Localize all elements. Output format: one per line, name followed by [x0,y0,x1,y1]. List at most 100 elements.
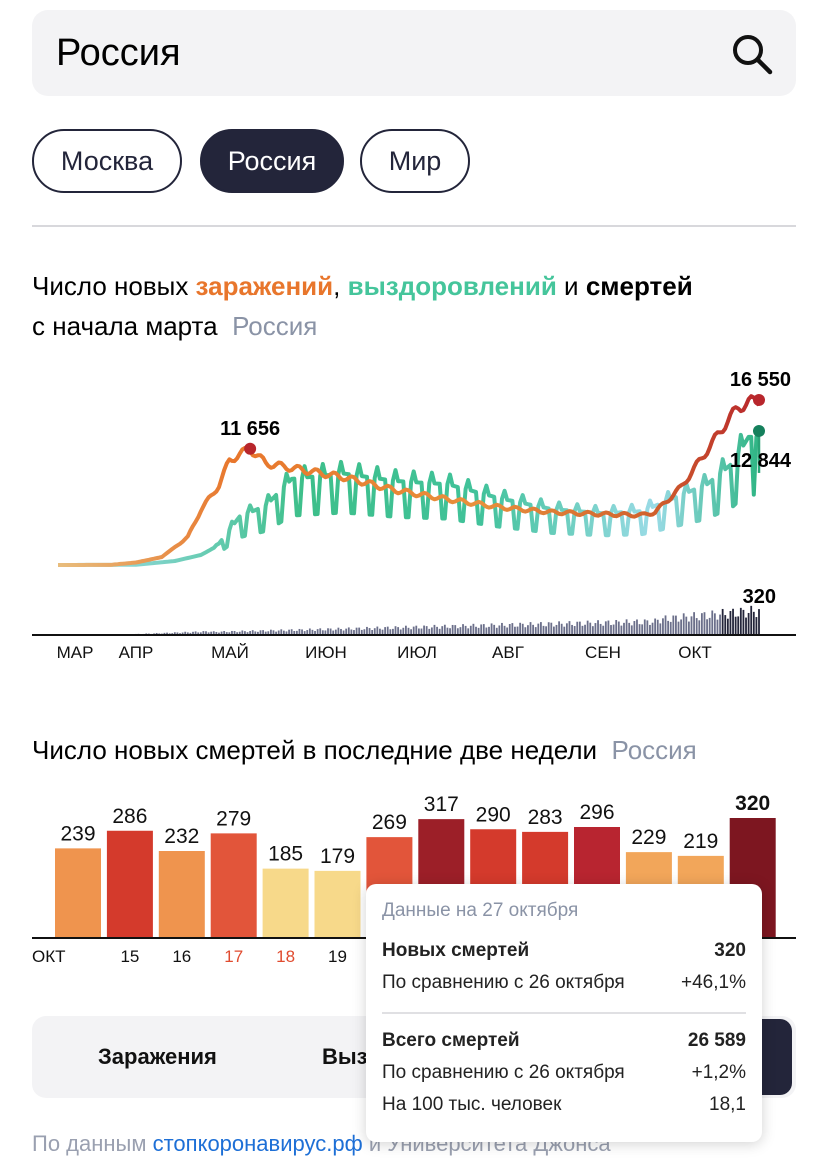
death-bar[interactable] [262,868,309,938]
death-bar [267,631,270,635]
recoveries-last-label: 12 844 [730,450,792,472]
cases-line-chart[interactable]: МАР АПР МАЙ ИЮН ИЮЛ АВГ СЕН ОКТ 11 656 16 550 1… [0,360,828,680]
death-bar [506,627,509,635]
death-bar [477,627,480,635]
x-tick-label: МАР [57,643,94,662]
death-bar [540,622,542,635]
death-bar [428,628,431,635]
death-bar [602,625,605,635]
death-bar [332,630,335,635]
death-bar [726,618,729,635]
death-bar [321,630,324,635]
death-bar [340,628,342,635]
death-bar [381,629,384,635]
x-tick-label: 15 [120,947,139,966]
death-bar[interactable] [314,870,361,938]
tab-moscow[interactable]: Москва [32,129,182,193]
death-bar [565,623,568,635]
death-bar [290,629,293,635]
x-tick-label: МАЙ [211,643,249,662]
tooltip-total: Всего смертей 26 589 [382,1030,746,1052]
x-tick-label: СЕН [585,643,621,662]
death-bar [430,627,433,635]
new-deaths-value: 320 [714,940,746,961]
death-bar [568,621,571,635]
death-bar[interactable] [106,830,153,938]
tab-infections[interactable]: Заражения [98,1044,217,1069]
death-bar [246,632,249,635]
death-bar [277,630,280,635]
death-bar [360,629,363,635]
death-bar [472,623,475,635]
death-bar [394,626,397,635]
death-bar [721,608,724,635]
tab-russia[interactable]: Россия [200,129,344,193]
death-bar [181,632,184,635]
death-bar [693,612,695,635]
death-bar[interactable] [55,848,101,938]
chart2-title-text: Число новых смертей в последние две неде… [32,735,598,765]
chart1-subtitle: с начала марта Россия [32,306,317,346]
death-bar [163,632,166,635]
death-bar [329,628,332,635]
tab-recoveries[interactable]: Выз [322,1044,368,1069]
death-bar [355,627,358,635]
death-bar [527,625,529,635]
death-bar [563,626,566,635]
death-bar [389,629,392,635]
death-bar [508,624,511,635]
recoveries-line [58,432,759,567]
death-bar [186,632,189,635]
death-bar[interactable] [210,833,257,938]
source-link[interactable]: стопкоронавирус.рф [152,1131,363,1156]
death-bar [397,627,400,635]
title-comma: , [333,271,348,301]
death-bar [301,629,303,635]
bar-value-label: 179 [320,845,355,868]
death-bar [319,628,322,635]
bar-value-label: 320 [735,792,770,815]
death-bar [503,625,506,635]
death-bar [745,617,747,635]
death-bar [407,627,410,635]
death-bar [311,629,314,635]
search-icon[interactable] [730,32,774,76]
tab-world[interactable]: Мир [360,129,470,193]
death-bar [719,614,721,635]
death-bar [758,609,760,635]
death-bar [708,617,711,635]
title-text: Число новых [32,271,196,301]
death-bar [218,632,220,635]
search-input[interactable] [56,28,696,78]
x-tick-label: АПР [119,643,154,662]
death-bar [711,610,714,635]
death-bar [433,624,436,635]
death-bar [384,627,387,635]
death-bar [677,621,680,635]
death-bar [584,624,586,635]
death-bar [716,619,719,635]
cmp1-label: По сравнению с 26 октября [382,972,625,993]
death-bar [690,616,693,635]
death-bar [576,621,579,635]
bar-value-label: 269 [372,811,407,834]
death-bar [363,629,366,635]
death-bar [176,632,179,635]
death-bar [612,624,615,635]
death-bar [254,631,257,635]
death-bar [524,627,527,635]
death-bar [475,626,477,635]
death-bar [220,631,223,635]
death-bar [280,629,283,635]
infections-last-dot [753,394,765,406]
death-bar [392,628,394,635]
death-bar [295,630,298,635]
death-bar [747,612,750,635]
death-bar[interactable] [158,851,205,938]
death-bar [308,628,311,635]
death-bar [537,623,540,635]
chart2-title: Число новых смертей в последние две неде… [32,730,697,770]
death-bar [423,625,425,635]
death-bar [275,631,277,635]
death-bar [368,628,371,635]
